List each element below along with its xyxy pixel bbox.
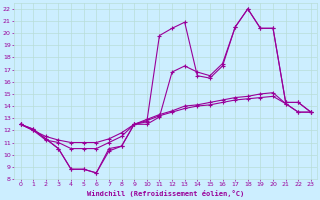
X-axis label: Windchill (Refroidissement éolien,°C): Windchill (Refroidissement éolien,°C) <box>87 190 244 197</box>
